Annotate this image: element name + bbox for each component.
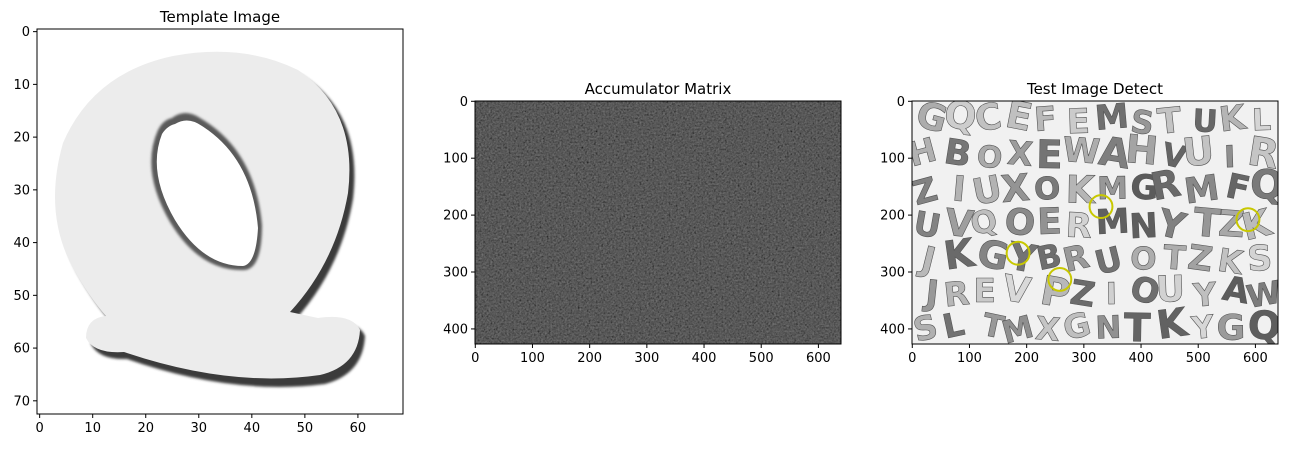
x-tick-label: 60 [350, 421, 367, 436]
y-tick-label: 20 [13, 131, 30, 146]
x-tick-label: 300 [634, 351, 659, 366]
y-tick-label: 200 [880, 209, 905, 224]
x-tick-label: 500 [749, 351, 774, 366]
y-tick-label: 40 [13, 236, 30, 251]
background-letter: Y [1189, 309, 1217, 347]
y-tick-label: 70 [13, 394, 30, 409]
x-tick-label: 20 [137, 421, 154, 436]
x-tick-label: 0 [908, 351, 916, 366]
x-tick-label: 50 [297, 421, 314, 436]
y-tick-label: 100 [443, 152, 468, 167]
background-letter: W [1061, 130, 1101, 173]
y-tick-label: 0 [460, 95, 468, 110]
y-tick-label: 300 [443, 266, 468, 281]
background-letter: E [973, 271, 996, 310]
accumulator-image [475, 101, 841, 344]
x-tick-label: 100 [957, 351, 982, 366]
y-tick-label: 400 [880, 322, 905, 337]
background-letter: X [1034, 309, 1062, 349]
x-tick-label: 10 [84, 421, 101, 436]
chart-title-test: Test Image Detect [1026, 80, 1163, 98]
panel-template: Template Image 0 10 20 30 40 50 60 0 10 20 30 40 50 6… [13, 8, 403, 436]
x-tick-label: 0 [471, 351, 479, 366]
background-letter: Q [1249, 162, 1285, 209]
y-tick-label: 300 [880, 266, 905, 281]
y-tick-label: 0 [897, 95, 905, 110]
y-tick-label: 400 [443, 322, 468, 337]
chart-title-accumulator: Accumulator Matrix [585, 80, 732, 98]
x-tick-label: 300 [1071, 351, 1096, 366]
y-tick-label: 30 [13, 183, 30, 198]
x-tick-label: 400 [1129, 351, 1154, 366]
y-tick-label: 10 [13, 78, 30, 93]
x-tick-label: 30 [191, 421, 208, 436]
y-tick-label: 0 [22, 25, 30, 40]
template-image [37, 29, 403, 414]
y-tick-label: 200 [443, 209, 468, 224]
x-tick-label: 200 [577, 351, 602, 366]
background-letter: Q [1247, 303, 1282, 349]
chart-title-template: Template Image [159, 8, 280, 26]
x-tick-label: 400 [692, 351, 717, 366]
y-tick-label: 50 [13, 289, 30, 304]
x-tick-label: 500 [1186, 351, 1211, 366]
x-tick-label: 0 [36, 421, 44, 436]
x-tick-label: 600 [1243, 351, 1268, 366]
panel-accumulator: Accumulator Matrix 0 100 200 300 400 500 600 0 1… [443, 80, 841, 366]
background-letter: G [1216, 308, 1245, 348]
x-tick-label: 100 [520, 351, 545, 366]
background-letter: I [1106, 277, 1118, 312]
y-tick-label: 100 [880, 152, 905, 167]
x-tick-label: 200 [1014, 351, 1039, 366]
x-tick-label: 40 [244, 421, 261, 436]
background-letter: N [1095, 310, 1122, 347]
x-tick-label: 600 [806, 351, 831, 366]
background-letter: T [1124, 306, 1152, 351]
y-tick-label: 60 [13, 342, 30, 357]
